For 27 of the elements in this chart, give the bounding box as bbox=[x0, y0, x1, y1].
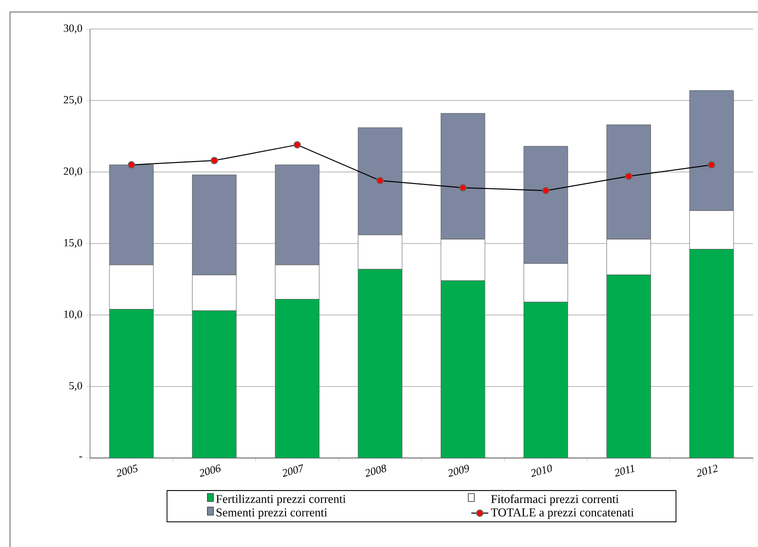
x-tick-label: 2005 bbox=[117, 464, 138, 477]
y-tick-label: 20,0 bbox=[64, 168, 82, 176]
point bbox=[294, 141, 301, 148]
y-tick-label: 30,0 bbox=[64, 24, 82, 34]
x-tick-label: 2008 bbox=[366, 464, 386, 477]
y-tick-label: 25,0 bbox=[64, 96, 82, 105]
legend-label: Fertilizzanti prezzi correnti bbox=[216, 494, 346, 506]
x-tick-label: 2009 bbox=[448, 464, 469, 477]
point bbox=[708, 161, 716, 169]
point bbox=[625, 172, 632, 180]
legend-label: Sementi prezzi correnti bbox=[216, 508, 328, 519]
point bbox=[128, 161, 136, 169]
x-tick-label: 2011 bbox=[615, 464, 635, 477]
legend-label: Fitofarmaci prezzi correnti bbox=[491, 494, 619, 506]
x-tick-label: 2010 bbox=[531, 464, 552, 477]
point bbox=[542, 186, 550, 194]
point bbox=[459, 184, 467, 192]
y-tick-label: - bbox=[79, 456, 82, 458]
x-tick-label: 2006 bbox=[200, 464, 220, 477]
x-tick-label: 2007 bbox=[282, 464, 303, 477]
y-tick-label: 15,0 bbox=[64, 239, 82, 248]
point bbox=[210, 156, 218, 164]
point bbox=[376, 176, 384, 184]
y-tick-label: 10,0 bbox=[64, 310, 82, 320]
legend-label: TOTALE a prezzi concatenati bbox=[491, 508, 634, 519]
x-tick-label: 2012 bbox=[697, 464, 718, 477]
y-tick-label: 5,0 bbox=[69, 382, 82, 391]
